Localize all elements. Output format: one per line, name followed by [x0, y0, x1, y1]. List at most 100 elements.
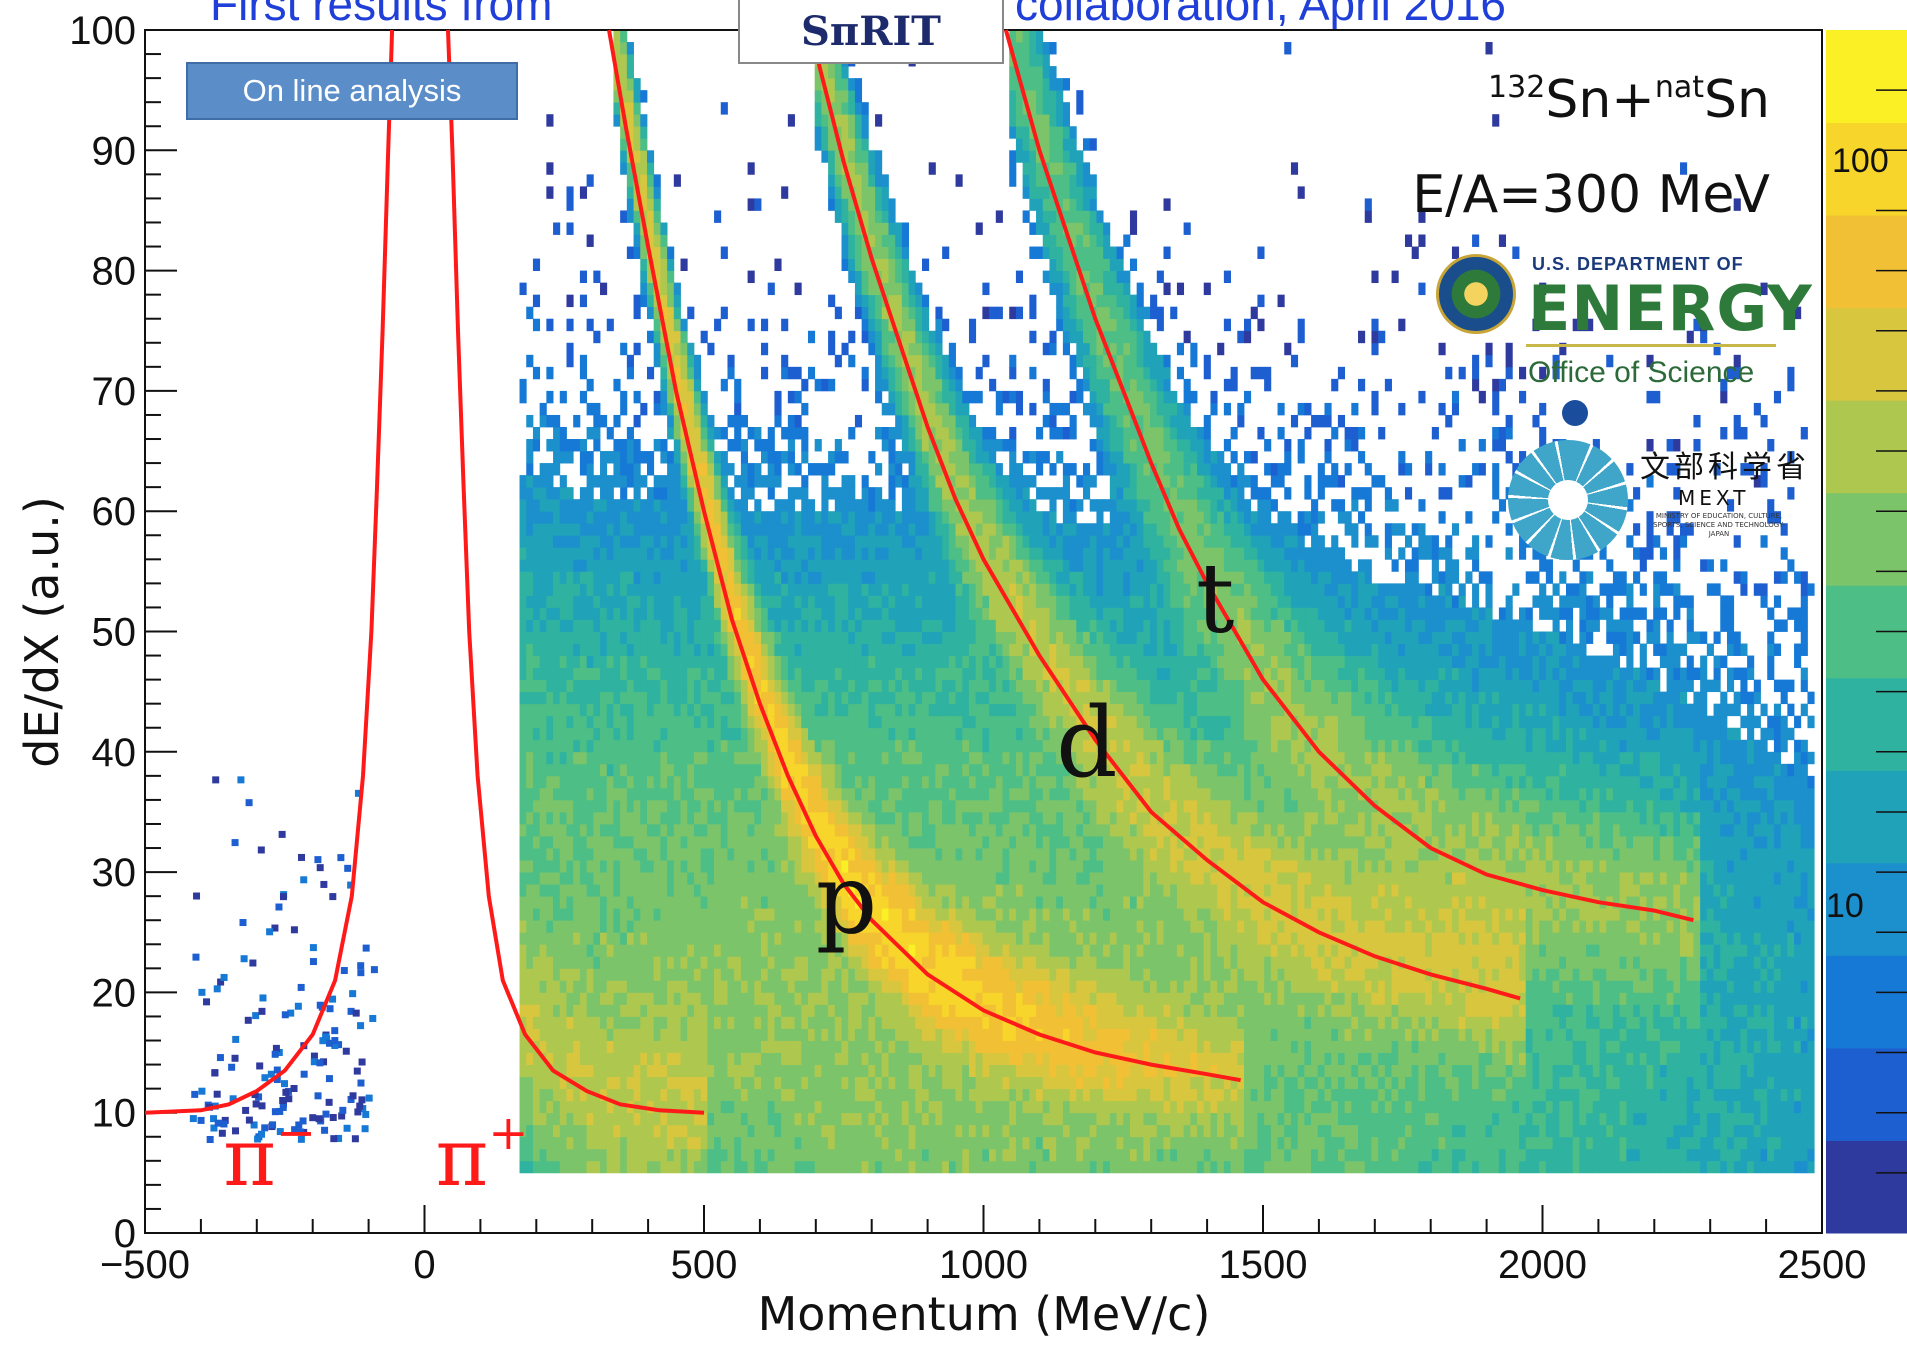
heatmap-cell	[928, 799, 936, 813]
heatmap-cell	[727, 872, 735, 885]
heatmap-cell	[754, 643, 762, 656]
heatmap-cell	[922, 896, 930, 909]
heatmap-cell	[613, 739, 621, 753]
heatmap-cell	[908, 956, 916, 969]
heatmap-cell	[948, 571, 956, 584]
heatmap-cell	[975, 799, 983, 813]
heatmap-cell	[720, 463, 728, 476]
heatmap-cell	[868, 535, 876, 548]
heatmap-cell	[767, 811, 775, 825]
heatmap-cell	[586, 992, 594, 1005]
heatmap-cell	[895, 763, 903, 777]
heatmap-cell	[553, 739, 561, 753]
heatmap-cell	[982, 980, 990, 993]
heatmap-cell	[626, 42, 634, 55]
heatmap-cell	[727, 547, 735, 560]
heatmap-cell	[854, 1052, 863, 1065]
heatmap-cell	[989, 487, 997, 500]
heatmap-cell	[901, 451, 909, 464]
heatmap-cell	[579, 667, 588, 681]
heatmap-cell	[881, 210, 889, 223]
heatmap-cell	[646, 884, 655, 897]
heatmap-cell	[734, 739, 742, 753]
heatmap-cell	[553, 703, 561, 717]
heatmap-cell	[868, 451, 876, 464]
heatmap-cell	[915, 1016, 923, 1029]
heatmap-cell	[693, 1076, 702, 1090]
heatmap-cell	[975, 222, 983, 235]
heatmap-cell	[948, 799, 956, 813]
heatmap-cell	[888, 306, 896, 320]
heatmap-cell	[834, 1100, 842, 1114]
heatmap-cell	[834, 811, 842, 825]
heatmap-cell	[600, 282, 608, 296]
heatmap-cell	[922, 1004, 930, 1017]
heatmap-cell	[553, 823, 561, 837]
heatmap-cell	[801, 499, 809, 512]
heatmap-cell	[700, 1016, 708, 1029]
heatmap-cell	[861, 174, 869, 187]
heatmap-cell	[539, 511, 547, 524]
heatmap-cell	[989, 511, 997, 524]
heatmap-cell	[539, 1124, 547, 1138]
heatmap-cell	[700, 607, 708, 620]
heatmap-cell	[834, 78, 842, 91]
heatmap-cell	[734, 643, 742, 656]
heatmap-cell	[526, 860, 534, 873]
heatmap-cell	[767, 1076, 775, 1090]
heatmap-cell	[881, 848, 889, 861]
heatmap-cell	[546, 366, 554, 380]
heatmap-cell	[747, 475, 755, 488]
heatmap-cell	[559, 751, 567, 765]
heatmap-cell	[646, 607, 655, 620]
heatmap-cell	[848, 763, 856, 777]
heatmap-cell	[834, 643, 842, 656]
heatmap-cell	[888, 330, 896, 344]
heatmap-cell	[807, 595, 816, 608]
heatmap-cell	[848, 823, 856, 837]
heatmap-cell	[814, 571, 822, 584]
heatmap-cell	[794, 1148, 802, 1162]
heatmap-cell	[975, 1040, 983, 1053]
heatmap-cell	[687, 836, 695, 849]
heatmap-cell	[922, 944, 930, 957]
heatmap-cell	[834, 884, 842, 897]
heatmap-cell	[848, 102, 856, 115]
heatmap-cell	[975, 1088, 983, 1102]
heatmap-cell	[888, 1100, 896, 1114]
heatmap-cell	[727, 487, 735, 500]
heatmap-cell	[687, 1112, 695, 1126]
heatmap-cell	[667, 270, 675, 284]
heatmap-cell	[740, 414, 749, 428]
heatmap-cell	[707, 908, 715, 921]
heatmap-cell	[680, 799, 688, 813]
heatmap-cell	[801, 848, 809, 861]
heatmap-cell	[948, 535, 956, 548]
heatmap-cell	[922, 727, 930, 741]
heatmap-cell	[794, 631, 802, 644]
heatmap-cell	[915, 703, 923, 717]
heatmap-cell	[553, 751, 561, 765]
heatmap-cell	[908, 1100, 916, 1114]
heatmap-cell	[794, 1052, 802, 1065]
heatmap-cell	[600, 1112, 608, 1126]
heatmap-cell	[586, 799, 594, 813]
heatmap-cell	[975, 980, 983, 993]
heatmap-cell	[586, 559, 594, 572]
heatmap-cell	[620, 1076, 628, 1090]
heatmap-cell	[734, 1016, 742, 1029]
heatmap-cell	[908, 872, 916, 885]
heatmap-cell	[519, 896, 527, 909]
heatmap-cell	[901, 908, 909, 921]
heatmap-cell	[754, 848, 762, 861]
heatmap-cell	[633, 234, 641, 247]
heatmap-cell	[579, 992, 588, 1005]
heatmap-cell	[908, 811, 916, 825]
heatmap-cell	[968, 475, 977, 488]
heatmap-cell	[633, 679, 641, 693]
heatmap-cell	[573, 1136, 581, 1150]
heatmap-cell	[801, 896, 809, 909]
heatmap-cell	[982, 836, 990, 849]
heatmap-cell	[968, 1040, 977, 1053]
heatmap-cell	[955, 655, 963, 668]
